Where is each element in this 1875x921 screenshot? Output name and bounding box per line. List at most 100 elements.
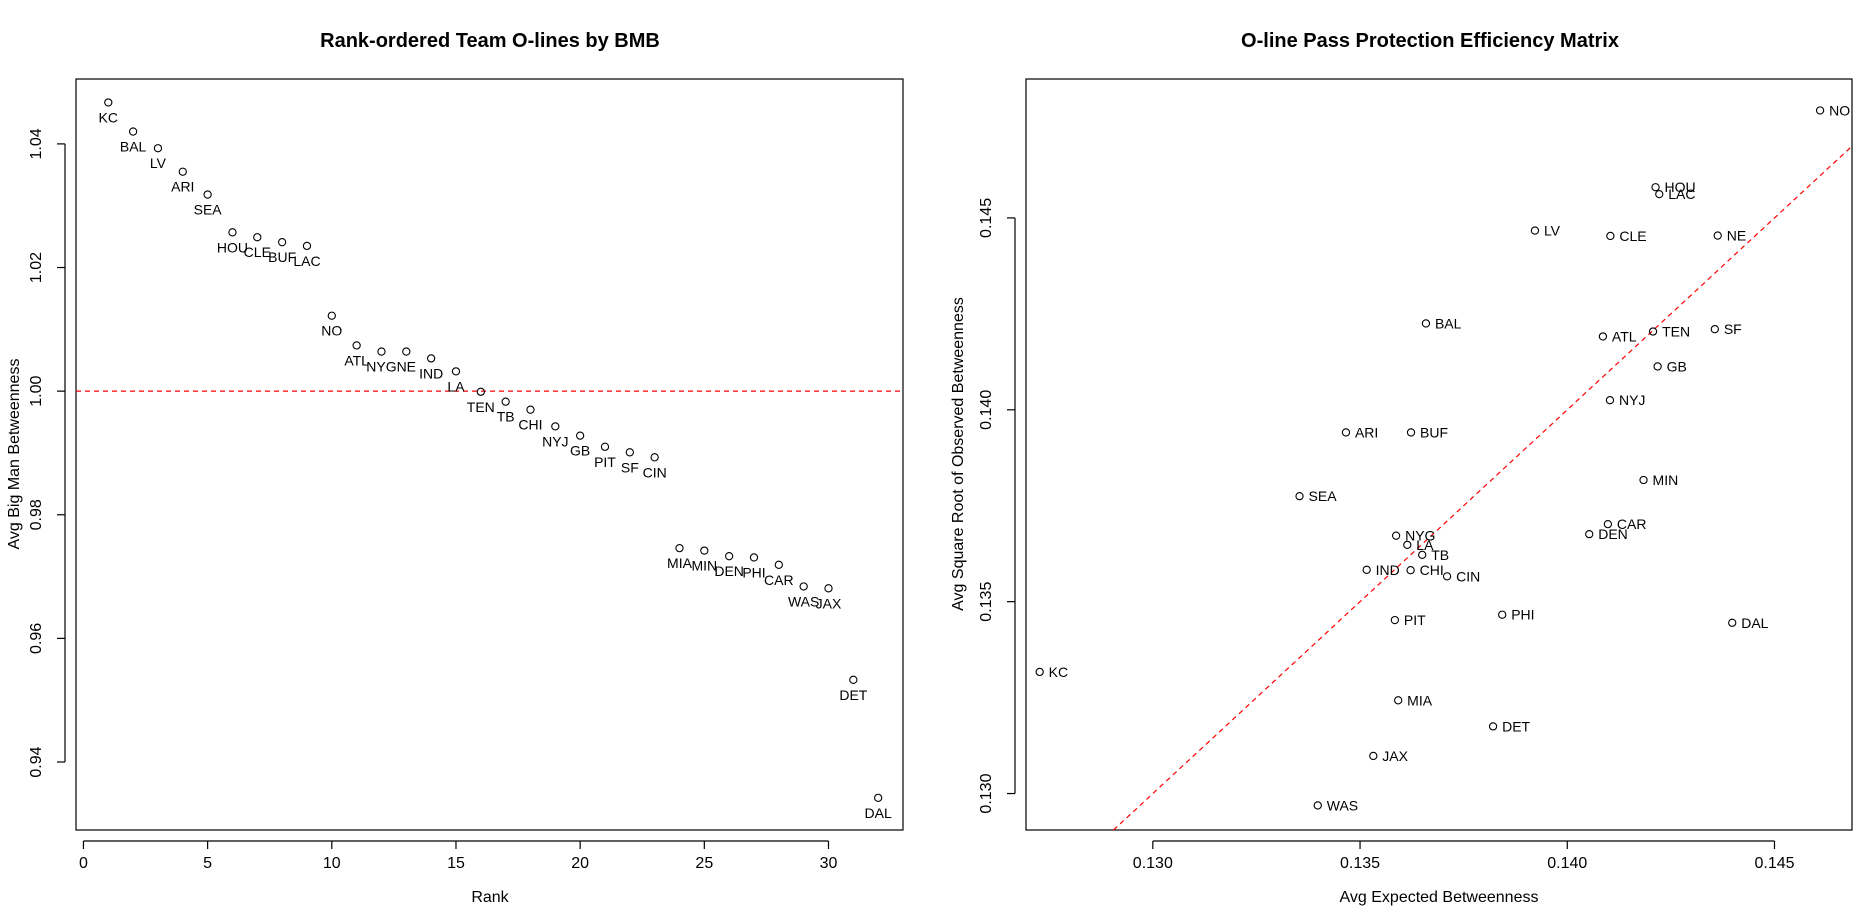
rank-chart-point-label-sf: SF xyxy=(621,459,639,475)
efficiency-matrix-point-cin xyxy=(1442,572,1452,581)
rank-chart-point-label-la: LA xyxy=(447,378,465,394)
efficiency-matrix-point-nyg xyxy=(1391,531,1401,540)
efficiency-matrix-point-lac xyxy=(1655,189,1664,199)
efficiency-matrix-x-axis: 0.130 0.135 0.140 0.145 xyxy=(1133,840,1795,872)
rank-chart-point-label-mia: MIA xyxy=(667,555,693,571)
rank-chart-x-tick-label: 15 xyxy=(447,855,465,872)
efficiency-matrix-point-cle xyxy=(1606,231,1615,241)
efficiency-matrix-point-label-cle: CLE xyxy=(1619,228,1646,244)
rank-chart-x-tick-label: 5 xyxy=(203,855,212,872)
rank-chart-point-label-ind: IND xyxy=(419,365,443,381)
efficiency-matrix-point-ten xyxy=(1648,327,1658,336)
rank-chart-y-tick-label: 1.00 xyxy=(28,375,45,406)
rank-chart-point-min xyxy=(700,546,709,555)
rank-chart-point-la xyxy=(451,367,461,376)
rank-chart-x-tick-label: 30 xyxy=(820,855,838,872)
efficiency-matrix-point-ne xyxy=(1713,231,1722,240)
rank-chart-x-tick-label: 0 xyxy=(79,855,88,872)
rank-chart-x-tick-label: 25 xyxy=(695,855,713,872)
efficiency-matrix-point-no xyxy=(1815,106,1825,115)
efficiency-matrix-point-pit xyxy=(1390,615,1400,625)
efficiency-matrix-point-gb xyxy=(1653,362,1662,371)
efficiency-matrix-point-label-sf: SF xyxy=(1724,321,1742,337)
rank-chart-point-label-no: NO xyxy=(321,323,342,339)
efficiency-matrix-y-tick-label: 0.135 xyxy=(978,582,995,622)
rank-chart-point-label-cin: CIN xyxy=(643,464,667,480)
efficiency-matrix-title: O-line Pass Protection Efficiency Matrix xyxy=(1241,30,1619,52)
efficiency-matrix-panel: O-line Pass Protection Efficiency Matrix… xyxy=(950,30,1853,906)
efficiency-matrix-point-ind xyxy=(1362,565,1371,574)
rank-chart-point-label-ne: NE xyxy=(397,359,416,375)
efficiency-matrix-reference-line xyxy=(1113,145,1853,831)
efficiency-matrix-point-label-la: LA xyxy=(1416,537,1434,553)
rank-chart-point-label-atl: ATL xyxy=(344,352,369,368)
efficiency-matrix-point-label-phi: PHI xyxy=(1511,607,1534,623)
efficiency-matrix-y-axis: 0.130 0.135 0.140 0.145 xyxy=(978,198,1016,814)
efficiency-matrix-point-atl xyxy=(1598,332,1608,341)
rank-chart-point-pit xyxy=(600,442,610,451)
rank-chart-point-bal xyxy=(128,127,138,136)
efficiency-matrix-point-car xyxy=(1603,520,1613,529)
rank-chart-point-label-lv: LV xyxy=(150,155,167,171)
efficiency-matrix-point-label-kc: KC xyxy=(1049,664,1068,680)
rank-chart-point-label-hou: HOU xyxy=(217,239,248,255)
efficiency-matrix-point-tb xyxy=(1418,550,1427,560)
rank-chart-x-tick-label: 10 xyxy=(323,855,341,872)
efficiency-matrix-point-label-det: DET xyxy=(1502,718,1530,734)
efficiency-matrix-point-label-sea: SEA xyxy=(1309,488,1338,504)
efficiency-matrix-point-label-jax: JAX xyxy=(1382,748,1408,764)
efficiency-matrix-y-tick-label: 0.140 xyxy=(978,390,995,430)
efficiency-matrix-point-nyj xyxy=(1605,396,1615,405)
rank-chart-point-label-jax: JAX xyxy=(816,595,842,611)
rank-chart-point-was xyxy=(799,582,808,591)
efficiency-matrix-plot-frame xyxy=(1025,78,1853,831)
efficiency-matrix-point-jax xyxy=(1369,751,1378,761)
efficiency-matrix-x-tick-label: 0.130 xyxy=(1133,855,1173,872)
rank-chart-point-label-gb: GB xyxy=(570,443,590,459)
efficiency-matrix-point-buf xyxy=(1406,428,1416,437)
rank-chart-point-lv xyxy=(153,144,163,153)
efficiency-matrix-point-label-ten: TEN xyxy=(1662,324,1690,340)
rank-chart-point-phi xyxy=(749,553,759,562)
rank-chart-point-label-tb: TB xyxy=(497,409,515,425)
efficiency-matrix-y-tick-label: 0.145 xyxy=(978,198,995,238)
rank-chart-point-label-min: MIN xyxy=(691,558,717,574)
rank-chart-point-nyg xyxy=(377,347,386,356)
rank-chart-point-jax xyxy=(824,584,833,593)
efficiency-matrix-point-min xyxy=(1639,475,1648,485)
rank-chart-point-nyj xyxy=(551,422,560,431)
efficiency-matrix-point-chi xyxy=(1406,566,1415,575)
rank-chart-point-cin xyxy=(650,453,659,462)
rank-chart-point-label-nyj: NYJ xyxy=(542,433,568,449)
efficiency-matrix-reference-layer xyxy=(1113,145,1853,831)
efficiency-matrix-point-label-ari: ARI xyxy=(1355,424,1378,440)
rank-chart-point-label-pit: PIT xyxy=(594,454,616,470)
rank-chart-point-ind xyxy=(426,354,436,363)
rank-chart-panel: Rank-ordered Team O-lines by BMB 0 5 10 15 2… xyxy=(6,30,904,906)
rank-chart-point-label-lac: LAC xyxy=(293,253,320,269)
rank-chart-point-ari xyxy=(178,167,187,176)
efficiency-matrix-point-was xyxy=(1313,801,1322,810)
rank-chart-point-no xyxy=(327,311,336,320)
rank-chart-point-mia xyxy=(675,543,684,553)
rank-chart-y-tick-label: 0.96 xyxy=(28,623,45,654)
efficiency-matrix-x-tick-label: 0.135 xyxy=(1340,855,1380,872)
rank-chart-point-ne xyxy=(402,347,411,356)
efficiency-matrix-point-label-pit: PIT xyxy=(1404,612,1426,628)
rank-chart-point-label-det: DET xyxy=(839,687,867,703)
rank-chart-x-tick-label: 20 xyxy=(571,855,589,872)
efficiency-matrix-point-label-chi: CHI xyxy=(1420,562,1444,578)
rank-chart-title: Rank-ordered Team O-lines by BMB xyxy=(320,30,660,52)
efficiency-matrix-point-label-nyj: NYJ xyxy=(1619,392,1645,408)
rank-chart-point-chi xyxy=(526,405,535,414)
rank-chart-y-tick-label: 0.98 xyxy=(28,499,45,530)
efficiency-matrix-point-ari xyxy=(1341,428,1351,437)
rank-chart-y-tick-label: 1.02 xyxy=(28,252,45,283)
efficiency-matrix-point-label-ind: IND xyxy=(1376,562,1400,578)
efficiency-matrix-point-label-car: CAR xyxy=(1617,516,1647,532)
rank-chart-point-dal xyxy=(874,793,883,803)
efficiency-matrix-y-axis-label: Avg Square Root of Observed Betweenness xyxy=(950,297,967,611)
rank-chart-y-tick-label: 1.04 xyxy=(28,128,45,159)
